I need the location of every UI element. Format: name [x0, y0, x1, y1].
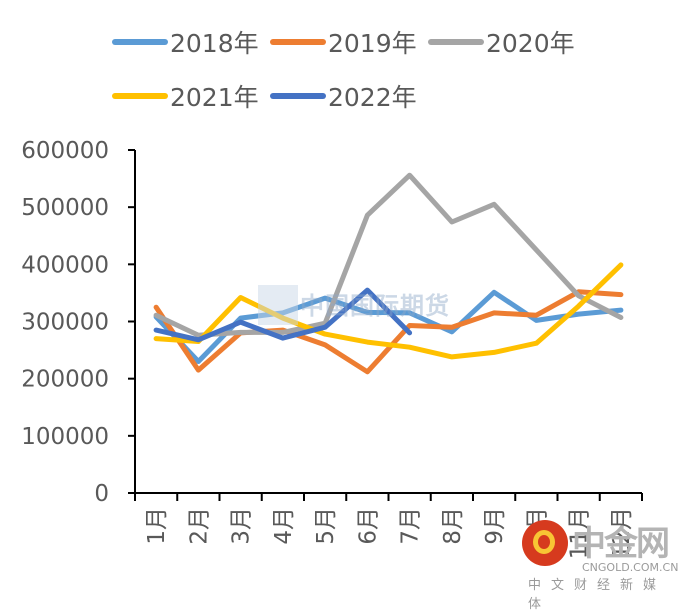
legend-swatch-2020 — [428, 39, 484, 45]
legend-label: 2018年 — [170, 24, 259, 60]
x-tick-label: 2月 — [186, 507, 212, 545]
x-tick-label: 7月 — [398, 507, 424, 545]
x-tick-label: 8月 — [440, 507, 466, 545]
x-tick-label: 3月 — [229, 507, 255, 545]
x-tick-label: 9月 — [482, 507, 508, 545]
legend-label: 2019年 — [328, 24, 417, 60]
legend-item-2019: 2019年 — [270, 24, 417, 60]
legend-label: 2022年 — [328, 78, 417, 114]
legend-swatch-2022 — [270, 93, 326, 99]
y-tick-label: 200000 — [21, 367, 109, 393]
y-tick-label: 600000 — [21, 138, 109, 164]
x-tick-label: 1月 — [144, 507, 170, 545]
legend-swatch-2018 — [112, 39, 168, 45]
legend-item-2021: 2021年 — [112, 78, 259, 114]
logo-text: 中金网 — [572, 516, 668, 565]
legend-item-2018: 2018年 — [112, 24, 259, 60]
y-tick-label: 100000 — [21, 424, 109, 450]
logo-subtitle: 中文财经新媒体 — [528, 574, 680, 612]
y-tick-label: 500000 — [21, 195, 109, 221]
logo-url: CNGOLD.COM.CN — [582, 561, 678, 574]
x-tick-label: 5月 — [313, 507, 339, 545]
y-tick-label: 300000 — [21, 310, 109, 336]
y-axis: 0 100000 200000 300000 400000 500000 600000 — [21, 138, 135, 507]
y-tick-label: 0 — [94, 481, 109, 507]
legend-swatch-2021 — [112, 93, 168, 99]
watermark-text: 中国国际期货 — [300, 286, 450, 321]
legend-label: 2021年 — [170, 78, 259, 114]
x-tick-label: 6月 — [355, 507, 381, 545]
cngold-logo-icon — [522, 520, 568, 566]
y-tick-label: 400000 — [21, 252, 109, 278]
legend-label: 2020年 — [486, 24, 575, 60]
legend-swatch-2019 — [270, 39, 326, 45]
legend-item-2022: 2022年 — [270, 78, 417, 114]
x-tick-label: 4月 — [271, 507, 297, 545]
watermark-logo-box — [258, 285, 298, 325]
legend-item-2020: 2020年 — [428, 24, 575, 60]
series-group — [156, 175, 621, 372]
